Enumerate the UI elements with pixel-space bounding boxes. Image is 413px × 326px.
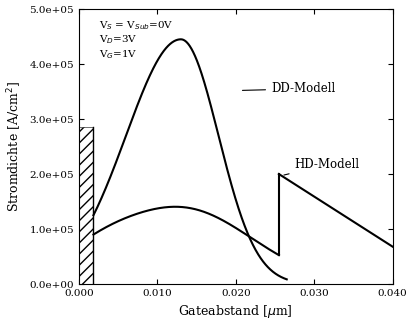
Text: HD-Modell: HD-Modell <box>284 158 360 175</box>
Text: DD-Modell: DD-Modell <box>242 82 335 95</box>
Text: V$_S$ = V$_{Sub}$=0V
V$_D$=3V
V$_G$=1V: V$_S$ = V$_{Sub}$=0V V$_D$=3V V$_G$=1V <box>99 19 173 61</box>
Y-axis label: Stromdichte [A/cm$^2$]: Stromdichte [A/cm$^2$] <box>5 81 24 212</box>
X-axis label: Gateabstand [$\mu$m]: Gateabstand [$\mu$m] <box>178 304 293 320</box>
